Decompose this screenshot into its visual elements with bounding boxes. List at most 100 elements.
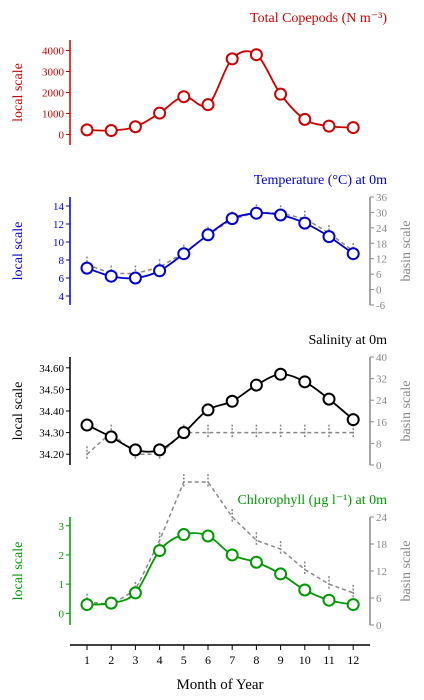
left-tick-label: 34.60: [39, 363, 64, 375]
left-tick-label: 34.20: [39, 449, 64, 461]
left-tick-label: 4: [59, 291, 65, 303]
data-point: [153, 106, 167, 120]
data-point: [153, 264, 167, 278]
data-point: [298, 216, 312, 230]
data-point: [128, 120, 142, 134]
right-tick-label: 0: [376, 620, 382, 632]
left-tick-label: 12: [53, 219, 64, 231]
left-tick-label: 34.40: [39, 406, 64, 418]
local-series-line: [86, 373, 354, 453]
data-point: [249, 206, 263, 220]
left-tick-label: 0: [59, 608, 65, 620]
left-tick-label: 2000: [42, 88, 65, 100]
right-axis-label: basin scale: [399, 540, 414, 601]
data-point: [249, 555, 263, 569]
left-tick-label: 8: [59, 255, 65, 267]
data-point: [201, 403, 215, 417]
data-point: [201, 228, 215, 242]
data-point: [104, 430, 118, 444]
data-point: [80, 261, 94, 275]
left-tick-label: 34.50: [39, 384, 64, 396]
left-axis-label: local scale: [11, 542, 26, 601]
right-axis-label: basin scale: [399, 220, 414, 281]
data-point: [249, 378, 263, 392]
right-axis-label: basin scale: [399, 380, 414, 441]
data-point: [201, 98, 215, 112]
right-tick-label: 24: [376, 223, 388, 235]
data-point: [104, 124, 118, 138]
right-tick-label: 12: [376, 566, 387, 578]
right-tick-label: 8: [376, 438, 382, 450]
x-tick-label: 2: [108, 653, 114, 667]
left-tick-label: 2: [59, 550, 65, 562]
data-point: [298, 583, 312, 597]
data-point: [80, 123, 94, 137]
data-point: [177, 528, 191, 542]
right-tick-label: 36: [376, 192, 388, 204]
left-axis-label: local scale: [11, 382, 26, 441]
data-point: [225, 394, 239, 408]
right-tick-label: 18: [376, 238, 388, 250]
data-point: [225, 52, 239, 66]
panel-3: Salinity at 0m 34.20 34.30 34.40 34.50 34.60 l…: [11, 333, 414, 472]
left-axis-label: local scale: [11, 222, 26, 281]
data-point: [274, 567, 288, 581]
data-point: [80, 598, 94, 612]
right-tick-label: 40: [376, 352, 388, 364]
right-tick-label: -6: [376, 300, 386, 312]
data-point: [298, 112, 312, 126]
left-axis-label: local scale: [11, 63, 26, 122]
local-series-line: [86, 532, 354, 606]
data-point: [225, 212, 239, 226]
panel-title: Chlorophyll (µg l⁻¹) at 0m: [237, 493, 387, 508]
basin-series-line: [86, 211, 354, 275]
left-tick-label: 1: [59, 579, 65, 591]
x-axis-label: Month of Year: [176, 677, 263, 693]
right-tick-label: 18: [376, 539, 388, 551]
right-tick-label: 0: [376, 285, 382, 297]
data-point: [177, 426, 191, 440]
left-tick-label: 3000: [42, 67, 65, 79]
left-tick-label: 0: [59, 130, 65, 142]
data-point: [274, 208, 288, 222]
panel-title: Total Copepods (N m⁻³): [250, 11, 387, 26]
x-tick-label: 10: [299, 653, 311, 667]
data-point: [346, 121, 360, 135]
data-point: [346, 247, 360, 261]
right-tick-label: 6: [376, 269, 382, 281]
x-tick-label: 12: [347, 653, 359, 667]
x-tick-label: 9: [278, 653, 284, 667]
right-tick-label: 0: [376, 460, 382, 472]
data-point: [177, 247, 191, 261]
panel-title: Temperature (°C) at 0m: [254, 173, 387, 188]
data-point: [80, 418, 94, 432]
data-point: [322, 392, 336, 406]
data-point: [346, 413, 360, 427]
data-point: [322, 119, 336, 133]
data-point: [274, 367, 288, 381]
right-tick-label: 6: [376, 593, 382, 605]
left-tick-label: 10: [53, 237, 65, 249]
x-tick-label: 8: [253, 653, 259, 667]
data-point: [322, 230, 336, 244]
basin-series-line: [86, 431, 354, 455]
x-tick-label: 6: [205, 653, 211, 667]
right-tick-label: 24: [376, 512, 388, 524]
left-tick-label: 14: [53, 201, 65, 213]
data-point: [201, 529, 215, 543]
right-tick-label: 30: [376, 207, 388, 219]
left-tick-label: 6: [59, 273, 65, 285]
data-point: [177, 90, 191, 104]
x-tick-label: 1: [84, 653, 90, 667]
data-point: [128, 443, 142, 457]
x-tick-label: 7: [229, 653, 235, 667]
data-point: [249, 48, 263, 62]
x-tick-label: 5: [181, 653, 187, 667]
data-point: [128, 586, 142, 600]
data-point: [274, 87, 288, 101]
right-tick-label: 16: [376, 417, 388, 429]
x-tick-label: 4: [157, 653, 163, 667]
